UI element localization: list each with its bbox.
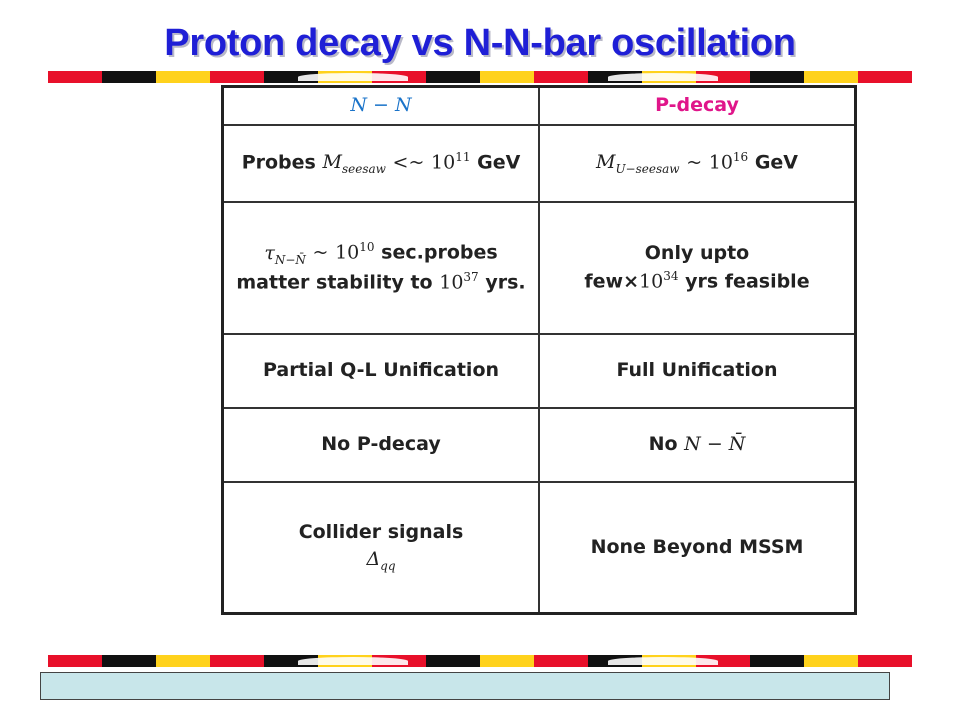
table-row: Probes Mseesaw <~ 1011 GeV MU−seesaw ~ 1…	[221, 123, 857, 204]
table-row: Collider signals Δqq None Beyond MSSM	[221, 480, 857, 615]
comparison-table: N − N P-decay Probes Mseesaw <~ 1011 GeV…	[221, 85, 857, 615]
table-header-row: N − N P-decay	[221, 85, 857, 126]
cell-partial-unification: Partial Q-L Unification	[221, 333, 540, 409]
table-row: Partial Q-L Unification Full Unification	[221, 333, 857, 409]
cell-no-nn: No N − N̄	[538, 406, 857, 483]
cell-collider-signals: Collider signals Δqq	[221, 480, 540, 615]
cell-pdecay-reach: Only upto few×1034 yrs feasible	[538, 201, 857, 336]
cell-no-pdecay: No P-decay	[221, 406, 540, 483]
footer-bar	[40, 672, 890, 700]
cell-nn-lifetime: τN−N̄ ~ 1010 sec.probes matter stability…	[221, 201, 540, 336]
table-row: No P-decay No N − N̄	[221, 406, 857, 483]
decorative-stripe-top	[48, 71, 912, 83]
decorative-stripe-bottom	[48, 655, 912, 667]
cell-full-unification: Full Unification	[538, 333, 857, 409]
header-pdecay: P-decay	[538, 85, 857, 126]
slide-title: Proton decay vs N-N-bar oscillation	[164, 22, 796, 64]
header-nn: N − N	[221, 85, 540, 126]
cell-u-seesaw-scale: MU−seesaw ~ 1016 GeV	[538, 123, 857, 204]
cell-none-beyond-mssm: None Beyond MSSM	[538, 480, 857, 615]
table-row: τN−N̄ ~ 1010 sec.probes matter stability…	[221, 201, 857, 336]
cell-probes-seesaw: Probes Mseesaw <~ 1011 GeV	[221, 123, 540, 204]
